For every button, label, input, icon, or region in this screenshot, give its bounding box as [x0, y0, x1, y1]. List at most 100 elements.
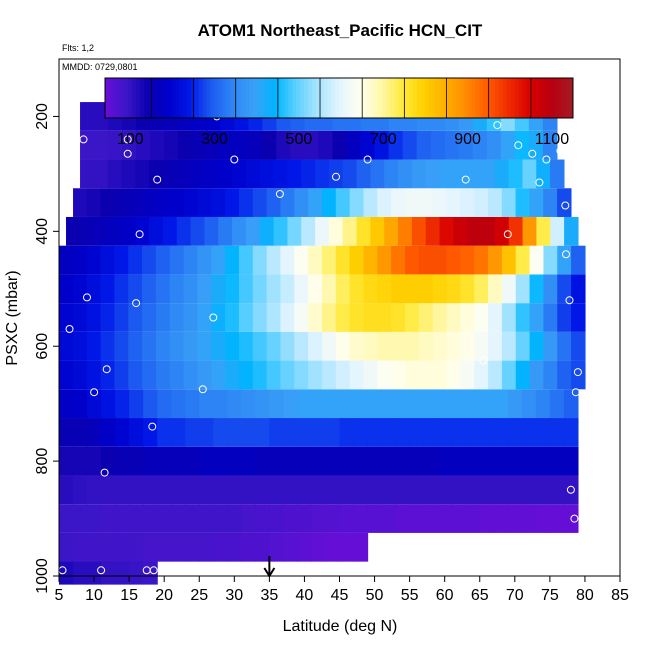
heatmap-cell: [245, 216, 261, 246]
heatmap-cell: [557, 274, 572, 304]
sample-point: [542, 155, 551, 164]
colorbar-swatch: [339, 78, 344, 118]
heatmap-cell: [59, 274, 74, 304]
x-tick-label: 25: [190, 587, 208, 604]
heatmap-cell: [86, 303, 102, 332]
heatmap-cell: [529, 188, 544, 217]
colorbar-swatch: [307, 78, 313, 118]
heatmap-cell: [155, 245, 171, 275]
heatmap-cell: [474, 245, 489, 275]
heatmap-cell: [94, 130, 109, 160]
heatmap-cell: [460, 188, 475, 217]
sample-point: [566, 485, 575, 494]
colorbar-swatch: [190, 78, 196, 118]
heatmap-cell: [377, 274, 392, 304]
colorbar-swatch: [151, 78, 157, 118]
heatmap-cell: [535, 504, 551, 533]
heatmap-cell: [238, 303, 254, 332]
heatmap-cell: [501, 303, 517, 332]
marker-head: [263, 567, 276, 578]
heatmap-cell: [500, 130, 516, 160]
heatmap-cell: [241, 418, 256, 447]
heatmap-cell: [335, 274, 351, 304]
heatmap-cell: [521, 389, 537, 419]
heatmap-cell: [398, 159, 413, 189]
heatmap-cell: [543, 360, 558, 390]
colorbar-swatch: [491, 78, 496, 118]
colorbar-swatch: [264, 78, 270, 118]
x-axis-label: Latitude (deg N): [283, 618, 398, 635]
heatmap-cell: [557, 360, 572, 390]
colorbar-swatch: [276, 78, 281, 118]
heatmap-cell: [446, 188, 461, 217]
heatmap-cell: [493, 446, 509, 476]
heatmap-cell: [402, 130, 418, 160]
heatmap-cell: [197, 331, 212, 361]
heatmap-cell: [176, 159, 192, 189]
x-tick-label: 30: [225, 587, 243, 604]
sample-point: [556, 146, 565, 155]
heatmap-cell: [384, 216, 399, 246]
heatmap-cell: [446, 303, 461, 332]
heatmap-cell: [73, 446, 88, 476]
heatmap-cell: [481, 216, 496, 246]
heatmap-cell: [411, 216, 427, 246]
heatmap-cell: [460, 245, 475, 275]
heatmap-cell: [190, 216, 205, 246]
colorbar-swatch: [545, 78, 551, 118]
heatmap-cell: [418, 274, 434, 304]
heatmap-cell: [128, 274, 143, 304]
heatmap-cell: [437, 389, 453, 419]
heatmap-cell: [149, 216, 164, 246]
heatmap-cell: [101, 555, 116, 585]
heatmap-cell: [479, 504, 495, 533]
heatmap-cell: [349, 188, 365, 217]
heatmap-cell: [315, 216, 330, 246]
heatmap-cell: [391, 360, 406, 390]
sample-point: [123, 135, 132, 144]
colorbar-swatch: [401, 78, 406, 118]
heatmap-cell: [446, 245, 461, 275]
colorbar-swatch: [218, 78, 223, 118]
colorbar-swatch: [155, 78, 161, 118]
colorbar-swatch: [495, 78, 500, 118]
heatmap-cell: [213, 475, 228, 505]
heatmap-cell: [563, 418, 579, 447]
heatmap-cell: [197, 245, 212, 275]
heatmap-cell: [171, 446, 186, 476]
heatmap-cell: [100, 303, 115, 332]
heatmap-cell: [395, 389, 411, 419]
heatmap-cell: [363, 331, 378, 361]
heatmap-cell: [93, 216, 109, 246]
heatmap-cell: [335, 303, 351, 332]
colorbar-swatch: [561, 78, 566, 118]
heatmap-cell: [114, 245, 129, 275]
heatmap-cell: [423, 475, 439, 505]
heatmap-cell: [115, 389, 130, 419]
heatmap-cell: [266, 331, 282, 361]
colorbar-swatch: [487, 78, 492, 118]
colorbar-swatch: [417, 78, 422, 118]
heatmap-cell: [409, 389, 425, 419]
heatmap-cell: [571, 274, 586, 304]
heatmap-cell: [311, 504, 327, 533]
heatmap-cell: [479, 475, 495, 505]
flights-label: Flts: 1,2: [62, 43, 94, 53]
x-tick-label: 40: [296, 587, 314, 604]
heatmap-cell: [59, 418, 74, 447]
heatmap-cell: [171, 418, 186, 447]
heatmap-cell: [549, 504, 565, 533]
heatmap-cell: [549, 446, 565, 476]
heatmap-cell: [418, 303, 434, 332]
heatmap-cell: [59, 389, 74, 419]
heatmap-cell: [143, 504, 158, 533]
heatmap-cell: [465, 446, 481, 476]
heatmap-cell: [411, 159, 427, 189]
colorbar-swatch: [210, 78, 215, 118]
heatmap-cell: [283, 504, 299, 533]
colorbar-swatch: [549, 78, 554, 118]
heatmap-cell: [543, 303, 558, 332]
heatmap-cell: [339, 475, 355, 505]
heatmap-cell: [280, 188, 295, 217]
heatmap-cell: [86, 274, 102, 304]
